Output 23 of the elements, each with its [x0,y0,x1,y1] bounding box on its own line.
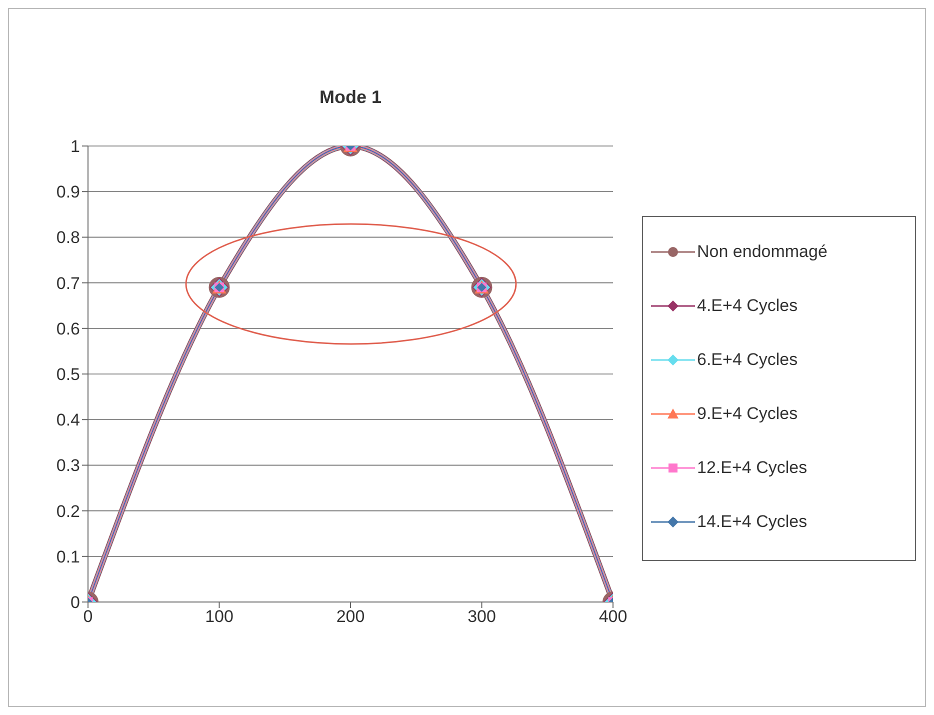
y-tick-label: 0.4 [56,410,80,430]
x-tick-label: 0 [83,607,93,626]
x-tick-label: 100 [205,607,234,626]
legend-label: Non endommagé [697,242,828,262]
y-tick-label: 0 [70,593,80,612]
y-tick-label: 0.7 [56,274,80,293]
y-tick-label: 0.1 [56,547,80,566]
y-tick-label: 0.9 [56,182,80,202]
legend-label: 14.E+4 Cycles [697,512,808,532]
x-tick-label: 300 [468,607,496,626]
x-tick-label: 200 [336,607,365,626]
chart-title: Mode 1 [318,87,382,108]
y-tick-label: 0.5 [56,365,80,384]
y-tick-label: 0.6 [56,319,80,338]
legend-label: 9.E+4 Cycles [697,404,798,424]
y-tick-label: 0.3 [56,456,80,476]
y-tick-label: 1 [70,137,80,156]
legend-label: 12.E+4 Cycles [697,458,808,478]
legend-label: 6.E+4 Cycles [697,350,798,370]
x-tick-label: 400 [598,607,628,626]
y-tick-label: 0.2 [56,502,80,521]
legend-label: 4.E+4 Cycles [697,296,798,316]
y-tick-label: 0.8 [56,228,80,248]
